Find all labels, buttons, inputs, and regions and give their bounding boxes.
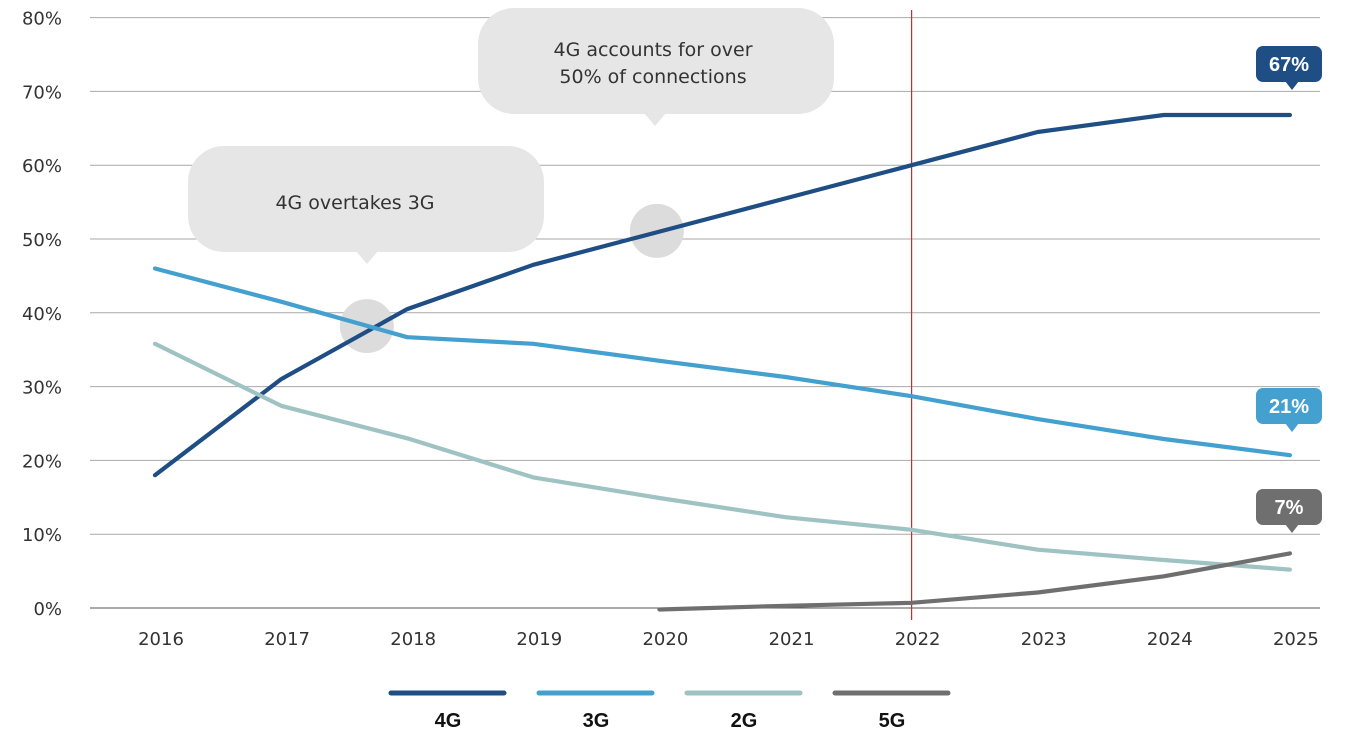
x-tick-label: 2019 (516, 629, 562, 650)
x-tick-label: 2022 (895, 629, 941, 650)
end-label-text: 7% (1275, 497, 1304, 519)
y-tick-label: 50% (22, 230, 62, 251)
end-labels: 67% 21% 7% (1256, 46, 1322, 533)
x-tick-label: 2017 (264, 629, 310, 650)
y-axis-ticks: 0% 10% 20% 30% 40% 50% 60% 70% 80% (22, 9, 62, 620)
callout-text: 50% of connections (559, 66, 746, 88)
callouts: 4G overtakes 3G 4G accounts for over 50% o… (188, 8, 834, 264)
callout-bubble (188, 146, 544, 252)
end-label-text: 21% (1269, 396, 1309, 418)
series-line-3g (152, 266, 1293, 458)
x-tick-label: 2024 (1147, 629, 1193, 650)
callout-text: 4G accounts for over (553, 39, 752, 61)
y-tick-label: 40% (22, 304, 62, 325)
x-tick-label: 2025 (1273, 629, 1319, 650)
x-tick-label: 2023 (1021, 629, 1067, 650)
callout-bubble (478, 8, 834, 114)
end-label-box (1256, 388, 1322, 424)
y-tick-label: 10% (22, 525, 62, 546)
end-label-pointer (1285, 524, 1299, 533)
end-label-box (1256, 489, 1322, 525)
series-line-5g (657, 551, 1293, 612)
series-line-4g (152, 112, 1293, 478)
series-line-2g (152, 341, 1293, 572)
series-lines (152, 112, 1293, 612)
legend-label-2g: 2G (731, 710, 758, 730)
y-tick-label: 0% (33, 599, 62, 620)
y-tick-label: 60% (22, 156, 62, 177)
end-label-pointer (1285, 81, 1299, 90)
legend-label-3g: 3G (583, 710, 610, 730)
end-label-box (1256, 46, 1322, 82)
callout-text: 4G overtakes 3G (275, 192, 434, 214)
legend: 4G 3G 2G 5G (388, 690, 951, 730)
x-tick-label: 2021 (769, 629, 815, 650)
y-tick-label: 70% (22, 82, 62, 103)
y-tick-label: 20% (22, 451, 62, 472)
callout-tail (356, 251, 378, 264)
callout-tail (644, 113, 666, 126)
y-tick-label: 30% (22, 378, 62, 399)
x-tick-label: 2016 (138, 629, 184, 650)
legend-label-4g: 4G (435, 710, 462, 730)
x-tick-label: 2020 (642, 629, 688, 650)
end-label-text: 67% (1269, 54, 1309, 76)
y-tick-label: 80% (22, 9, 62, 30)
x-tick-label: 2018 (390, 629, 436, 650)
end-label-pointer (1285, 423, 1299, 432)
x-axis-ticks: 2016 2017 2018 2019 2020 2021 2022 2023 2024 2025 (138, 629, 1319, 650)
legend-label-5g: 5G (879, 710, 906, 730)
